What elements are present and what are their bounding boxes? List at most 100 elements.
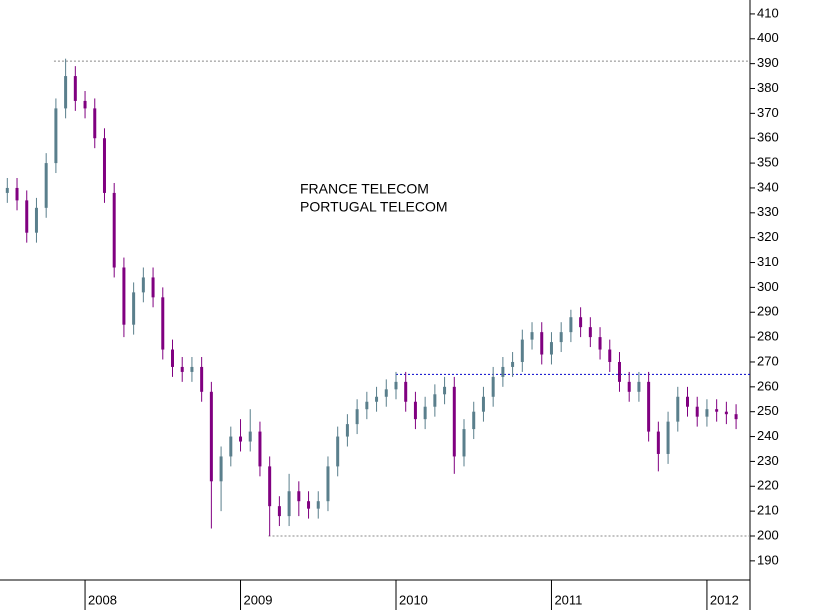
candle-body — [443, 386, 447, 395]
y-tick-label: 330 — [757, 204, 779, 219]
candle-body — [161, 297, 165, 350]
y-tick-label: 190 — [757, 552, 779, 567]
candle-body — [695, 406, 699, 417]
y-tick-label: 410 — [757, 5, 779, 20]
y-tick-label: 280 — [757, 329, 779, 344]
y-tick-label: 400 — [757, 30, 779, 45]
x-tick-label: 2012 — [710, 592, 739, 607]
candle-body — [530, 332, 534, 340]
y-tick-label: 230 — [757, 453, 779, 468]
candle-body — [326, 466, 330, 502]
candle-body — [73, 76, 77, 101]
candle-body — [64, 76, 68, 109]
candle-body — [656, 431, 660, 454]
candle-body — [239, 436, 243, 442]
candle-body — [258, 431, 262, 467]
y-tick-label: 200 — [757, 527, 779, 542]
candle-body — [404, 381, 408, 402]
candle-body — [375, 396, 379, 402]
candle-body — [268, 466, 272, 507]
y-tick-label: 250 — [757, 403, 779, 418]
candle-body — [200, 366, 204, 392]
annotation: PORTUGAL TELECOM — [300, 199, 448, 215]
candle-body — [141, 277, 145, 293]
x-tick-label: 2008 — [88, 592, 117, 607]
candle-body — [190, 366, 194, 372]
y-tick-label: 380 — [757, 80, 779, 95]
candle-body — [384, 389, 388, 397]
candle-body — [413, 401, 417, 420]
candle-body — [647, 381, 651, 432]
candle-body — [5, 187, 9, 193]
candle-body — [462, 429, 466, 457]
candle-body — [297, 491, 301, 502]
y-tick-label: 370 — [757, 105, 779, 120]
candle-body — [588, 327, 592, 338]
y-tick-label: 340 — [757, 179, 779, 194]
y-tick-label: 350 — [757, 155, 779, 170]
candle-body — [248, 431, 252, 442]
y-tick-label: 300 — [757, 279, 779, 294]
candle-body — [637, 381, 641, 392]
candle-body — [345, 424, 349, 437]
candle-body — [25, 200, 29, 233]
candle-body — [336, 436, 340, 467]
y-tick-label: 360 — [757, 130, 779, 145]
candle-body — [549, 342, 553, 355]
candle-body — [452, 386, 456, 457]
candle-body — [501, 366, 505, 377]
candle-body — [229, 436, 233, 457]
candle-body — [433, 394, 437, 407]
y-tick-label: 220 — [757, 478, 779, 493]
candle-body — [540, 332, 544, 355]
candle-body — [355, 409, 359, 425]
candle-body — [686, 396, 689, 407]
y-tick-label: 210 — [757, 503, 779, 518]
candle-body — [219, 456, 223, 482]
candle-body — [423, 406, 427, 420]
y-tick-label: 390 — [757, 55, 779, 70]
candle-body — [598, 337, 602, 350]
candle-body — [112, 192, 116, 268]
candle-body — [627, 381, 631, 392]
candle-body — [705, 409, 709, 417]
candle-body — [102, 138, 106, 193]
y-tick-label: 290 — [757, 304, 779, 319]
candle-body — [34, 207, 38, 233]
candle-body — [472, 411, 476, 430]
candle-body — [15, 187, 19, 201]
candle-body — [151, 277, 155, 298]
candle-body — [316, 501, 320, 509]
candle-body — [511, 361, 515, 367]
y-tick-label: 260 — [757, 378, 779, 393]
y-tick-label: 310 — [757, 254, 779, 269]
candle-body — [122, 267, 126, 325]
candle-body — [676, 396, 680, 422]
candle-body — [579, 317, 583, 328]
candle-body — [54, 108, 58, 164]
candle-body — [180, 366, 184, 372]
x-tick-label: 2010 — [399, 592, 428, 607]
candle-body — [365, 401, 369, 410]
candle-body — [569, 317, 573, 333]
candle-body — [277, 506, 281, 517]
candle-body — [715, 409, 719, 412]
annotation: FRANCE TELECOM — [300, 181, 429, 197]
candle-body — [83, 100, 87, 109]
candle-body — [132, 292, 136, 325]
candle-body — [559, 332, 563, 343]
y-tick-label: 320 — [757, 229, 779, 244]
candle-body — [724, 411, 728, 415]
candle-body — [608, 349, 612, 362]
x-tick-label: 2011 — [554, 592, 582, 607]
y-tick-label: 270 — [757, 353, 779, 368]
candle-body — [93, 108, 97, 139]
candle-body — [617, 361, 621, 382]
candle-body — [394, 381, 398, 390]
candle-body — [307, 501, 311, 509]
y-tick-label: 240 — [757, 428, 779, 443]
candle-body — [666, 421, 670, 454]
